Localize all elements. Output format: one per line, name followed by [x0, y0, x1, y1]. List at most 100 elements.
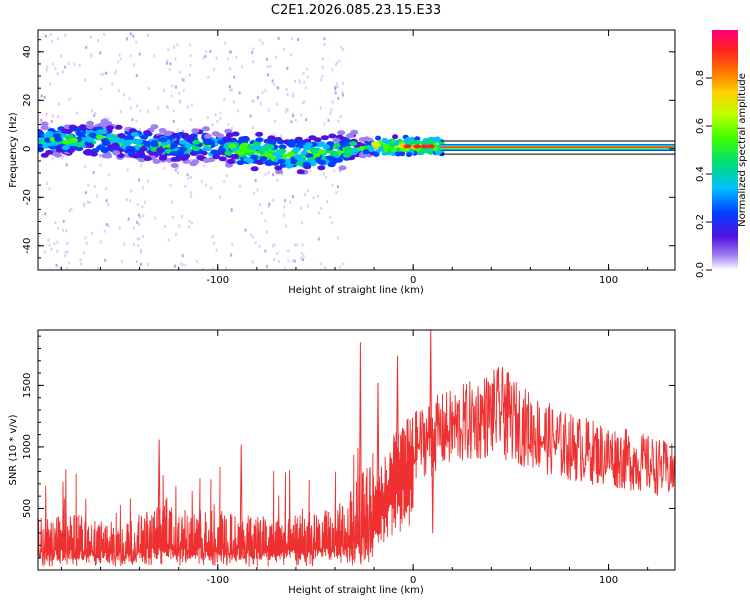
- spectral-blob: [349, 141, 358, 147]
- spectral-blob: [54, 152, 62, 158]
- noise-speck: [66, 250, 69, 254]
- noise-speck: [187, 225, 190, 229]
- noise-speck: [287, 249, 290, 253]
- noise-speck: [165, 61, 168, 65]
- noise-speck: [204, 183, 207, 187]
- noise-speck: [300, 206, 303, 210]
- noise-speck: [337, 120, 340, 123]
- spectral-blob: [231, 131, 240, 137]
- noise-speck: [50, 247, 53, 251]
- noise-speck: [320, 206, 323, 210]
- noise-speck: [331, 100, 334, 104]
- noise-speck: [134, 137, 137, 141]
- noise-speck: [87, 183, 90, 187]
- noise-speck: [277, 37, 280, 40]
- spectral-peak: [413, 144, 422, 149]
- noise-speck: [216, 120, 219, 123]
- noise-speck: [45, 112, 48, 116]
- spectral-blob: [350, 129, 359, 135]
- noise-speck: [213, 67, 216, 71]
- spectral-blob: [287, 139, 296, 145]
- noise-speck: [202, 56, 205, 60]
- spectral-blob: [296, 169, 305, 175]
- noise-speck: [215, 248, 218, 252]
- spectral-blob: [192, 146, 200, 152]
- noise-speck: [294, 243, 297, 247]
- spectrogram-marks: [38, 32, 675, 270]
- noise-speck: [188, 43, 191, 47]
- noise-speck: [219, 111, 222, 115]
- x-tick-label: 100: [599, 575, 618, 586]
- spectral-blob: [125, 145, 134, 151]
- noise-speck: [182, 89, 185, 93]
- spectral-blob: [236, 160, 245, 166]
- noise-speck: [141, 205, 144, 209]
- noise-speck: [335, 63, 337, 67]
- noise-speck: [304, 193, 307, 197]
- noise-speck: [219, 195, 222, 199]
- noise-speck: [147, 87, 150, 90]
- spectral-blob: [302, 161, 311, 167]
- noise-speck: [83, 202, 86, 206]
- noise-speck: [321, 65, 324, 69]
- noise-speck: [95, 194, 98, 198]
- spectral-blob: [170, 142, 178, 148]
- noise-speck: [173, 109, 175, 113]
- noise-speck: [190, 103, 193, 107]
- spectral-blob: [292, 147, 301, 152]
- noise-speck: [169, 62, 172, 66]
- noise-speck: [203, 164, 206, 168]
- noise-speck: [268, 202, 271, 206]
- noise-speck: [166, 106, 169, 110]
- noise-speck: [102, 72, 105, 76]
- noise-speck: [334, 85, 337, 89]
- spectral-blob: [259, 156, 268, 162]
- noise-speck: [131, 118, 134, 122]
- noise-speck: [212, 268, 215, 270]
- noise-speck: [139, 109, 142, 113]
- noise-speck: [169, 184, 172, 188]
- spectral-blob: [86, 124, 95, 130]
- spectral-blob: [192, 139, 201, 145]
- noise-speck: [305, 118, 308, 122]
- noise-speck: [230, 126, 233, 130]
- spectral-blob: [158, 155, 167, 161]
- noise-speck: [206, 116, 209, 120]
- noise-speck: [188, 220, 191, 223]
- noise-speck: [138, 52, 141, 56]
- noise-speck: [267, 65, 269, 68]
- noise-speck: [107, 202, 110, 206]
- noise-speck: [40, 118, 43, 122]
- noise-speck: [84, 236, 87, 240]
- spectral-blob: [372, 151, 379, 157]
- spectral-blob: [139, 146, 148, 152]
- x-tick-label: -100: [206, 275, 229, 286]
- noise-speck: [130, 189, 133, 193]
- noise-speck: [99, 51, 102, 55]
- noise-speck: [223, 179, 226, 183]
- noise-speck: [47, 238, 50, 242]
- spectral-blob: [250, 166, 259, 172]
- noise-speck: [251, 126, 254, 130]
- spectral-blob: [111, 142, 120, 148]
- spectral-blob: [255, 131, 264, 137]
- spectral-blob: [156, 147, 165, 153]
- noise-speck: [272, 132, 275, 136]
- noise-speck: [329, 215, 332, 219]
- spectral-blob: [328, 133, 337, 139]
- noise-speck: [317, 237, 320, 241]
- noise-speck: [321, 74, 324, 78]
- noise-speck: [140, 164, 143, 168]
- snr-spike: [429, 330, 433, 477]
- noise-speck: [48, 82, 51, 86]
- noise-speck: [249, 114, 252, 118]
- spectral-blob: [203, 133, 212, 139]
- noise-speck: [267, 171, 270, 175]
- noise-speck: [136, 203, 139, 206]
- noise-speck: [212, 241, 215, 245]
- noise-speck: [190, 194, 193, 198]
- colorbar-gradient: [712, 30, 738, 270]
- noise-speck: [48, 187, 51, 191]
- noise-speck: [252, 60, 255, 64]
- noise-speck: [56, 240, 59, 244]
